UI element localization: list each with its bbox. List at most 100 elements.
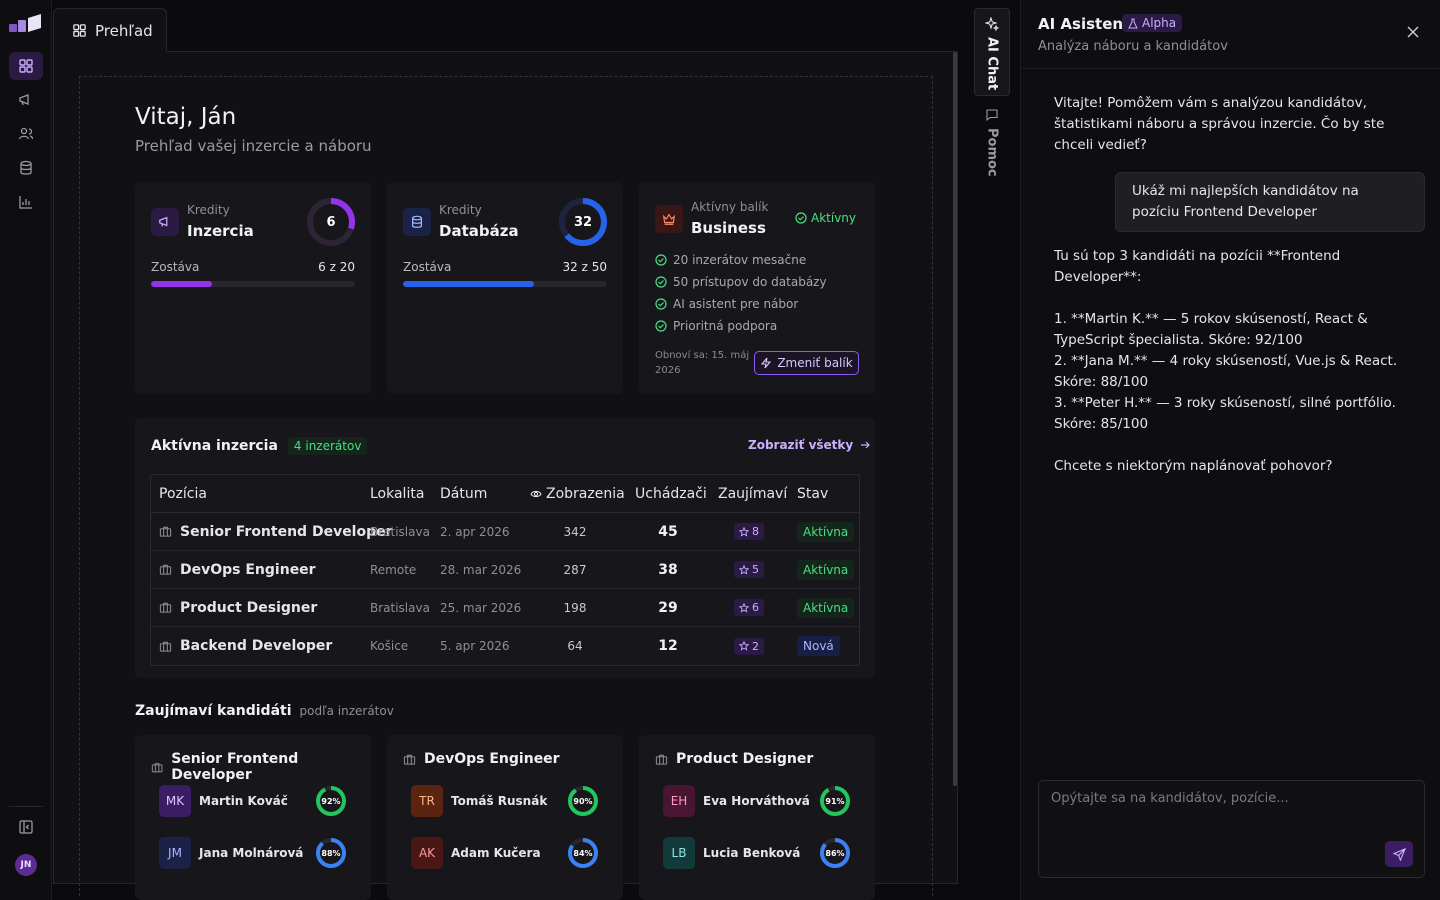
table-row[interactable]: Senior Frontend Developer Bratislava 2. ap… <box>151 513 859 551</box>
interesting-badge[interactable]: 6 <box>734 599 764 616</box>
candidate-group-title: DevOps Engineer <box>403 751 560 767</box>
candidate-score: 86% <box>825 849 844 858</box>
listings-count-badge: 4 inzerátov <box>287 437 368 455</box>
check-circle-icon <box>655 298 667 310</box>
candidate-group-title: Product Designer <box>655 751 813 767</box>
table-row[interactable]: Backend Developer Košice 5. apr 2026 64 12 2 N… <box>151 627 859 665</box>
position-cell[interactable]: Product Designer <box>159 589 317 626</box>
close-icon[interactable] <box>1406 25 1420 39</box>
date-cell: 2. apr 2026 <box>440 524 510 539</box>
credits-ring <box>307 198 355 246</box>
interesting-cell[interactable]: 6 <box>718 589 780 626</box>
interesting-count: 6 <box>752 601 759 614</box>
credits-icon-box <box>403 208 431 236</box>
database-icon <box>20 160 32 175</box>
interesting-badge[interactable]: 2 <box>734 637 764 655</box>
users-icon <box>18 127 34 140</box>
send-button[interactable] <box>1385 841 1413 867</box>
chat-input[interactable] <box>1039 781 1424 877</box>
applicants-cell: 12 <box>658 638 678 654</box>
package-renew-date: Obnoví sa: 15. máj 2026 <box>655 350 750 376</box>
page-subtitle: Prehľad vašej inzercie a náboru <box>135 137 372 155</box>
candidate-name[interactable]: Lucia Benková <box>703 846 801 860</box>
position-name[interactable]: Backend Developer <box>180 638 333 654</box>
column-header[interactable]: Dátum <box>440 485 488 502</box>
package-feature: Prioritná podpora <box>655 319 777 333</box>
candidate-name[interactable]: Eva Horváthová <box>703 794 810 808</box>
ai-panel-title: AI Asistent <box>1038 15 1131 33</box>
interesting-badge[interactable]: 5 <box>734 561 764 578</box>
position-cell[interactable]: Senior Frontend Developer <box>159 513 393 550</box>
listings-title: Aktívna inzercia <box>151 438 278 454</box>
candidate-group-card: DevOps Engineer TR Tomáš Rusnák 90% AK Adam K… <box>387 735 623 900</box>
column-header[interactable]: Pozícia <box>159 485 207 502</box>
sparkles-icon <box>985 17 999 31</box>
status-badge: Aktívna <box>797 597 855 618</box>
tab-help[interactable]: Pomoc <box>974 108 1010 177</box>
briefcase-icon <box>159 564 172 575</box>
tab-ai-chat[interactable]: AI Chat <box>974 8 1010 96</box>
view-all-link[interactable]: Zobraziť všetky <box>748 438 871 452</box>
column-header[interactable]: Lokalita <box>370 485 425 502</box>
interesting-cell[interactable]: 2 <box>718 627 780 665</box>
candidate-item[interactable]: JM Jana Molnárová <box>159 837 303 869</box>
status-cell: Nová <box>797 627 840 665</box>
candidate-score-ring: 88% <box>316 838 346 868</box>
candidate-item[interactable]: LB Lucia Benková <box>663 837 800 869</box>
nav-listings[interactable] <box>9 86 43 114</box>
column-header-views[interactable]: Zobrazenia <box>530 475 625 512</box>
tab-label: Prehľad <box>95 21 153 40</box>
candidate-name[interactable]: Martin Kováč <box>199 794 288 808</box>
interesting-cell[interactable]: 5 <box>718 551 780 588</box>
interesting-badge[interactable]: 8 <box>734 523 764 540</box>
package-feature: 20 inzerátov mesačne <box>655 253 806 267</box>
candidates-subtitle: podľa inzerátov <box>299 704 394 718</box>
user-avatar[interactable]: JN <box>15 854 37 876</box>
alpha-label: Alpha <box>1142 16 1177 30</box>
candidate-group-position: Product Designer <box>676 751 814 767</box>
main-scrollbar[interactable] <box>953 52 957 786</box>
column-header[interactable]: Stav <box>797 485 829 502</box>
credits-card-database: Kredity Databáza 32 Zostáva 32 z 50 <box>387 182 623 394</box>
candidate-name[interactable]: Adam Kučera <box>451 846 541 860</box>
collapse-sidebar-button[interactable] <box>9 813 43 841</box>
grid-icon <box>73 24 86 37</box>
interesting-cell[interactable]: 8 <box>718 513 780 550</box>
views-cell: 342 <box>563 524 587 539</box>
status-badge: Nová <box>797 636 840 656</box>
credits-ring <box>559 198 607 246</box>
column-header[interactable]: Zaujímaví <box>718 485 788 502</box>
candidate-group-position: DevOps Engineer <box>424 751 560 767</box>
position-cell[interactable]: DevOps Engineer <box>159 551 316 588</box>
column-header[interactable]: Uchádzači <box>635 485 707 502</box>
position-cell[interactable]: Backend Developer <box>159 627 332 665</box>
candidate-item[interactable]: AK Adam Kučera <box>411 837 541 869</box>
candidate-item[interactable]: TR Tomáš Rusnák <box>411 785 547 817</box>
tab-overview[interactable]: Prehľad <box>53 8 167 52</box>
package-feature: AI asistent pre nábor <box>655 297 798 311</box>
nav-candidates[interactable] <box>9 120 43 148</box>
position-name[interactable]: DevOps Engineer <box>180 561 316 578</box>
position-name[interactable]: Product Designer <box>180 599 318 616</box>
table-row[interactable]: Product Designer Bratislava 25. mar 2026 19… <box>151 589 859 627</box>
star-icon <box>739 602 749 613</box>
nav-dashboard[interactable] <box>9 52 43 80</box>
grid-icon <box>19 59 33 73</box>
candidate-item[interactable]: MK Martin Kováč <box>159 785 288 817</box>
candidate-score-ring: 92% <box>316 786 346 816</box>
candidate-item[interactable]: EH Eva Horváthová <box>663 785 810 817</box>
database-icon <box>412 215 422 228</box>
change-package-button[interactable]: Zmeniť balík <box>754 351 859 375</box>
column-header-label: Zobrazenia <box>546 485 625 502</box>
interesting-count: 8 <box>752 525 759 538</box>
candidate-name[interactable]: Tomáš Rusnák <box>451 794 548 808</box>
candidate-name[interactable]: Jana Molnárová <box>199 846 304 860</box>
nav-database[interactable] <box>9 154 43 182</box>
status-cell: Aktívna <box>797 589 855 626</box>
candidate-avatar: TR <box>411 785 443 817</box>
position-name[interactable]: Senior Frontend Developer <box>180 523 393 540</box>
table-row[interactable]: DevOps Engineer Remote 28. mar 2026 287 38 5 A… <box>151 551 859 589</box>
briefcase-icon <box>159 526 172 537</box>
active-listings-card: Aktívna inzercia 4 inzerátov Zobraziť vš… <box>135 418 875 678</box>
nav-statistics[interactable] <box>9 188 43 216</box>
